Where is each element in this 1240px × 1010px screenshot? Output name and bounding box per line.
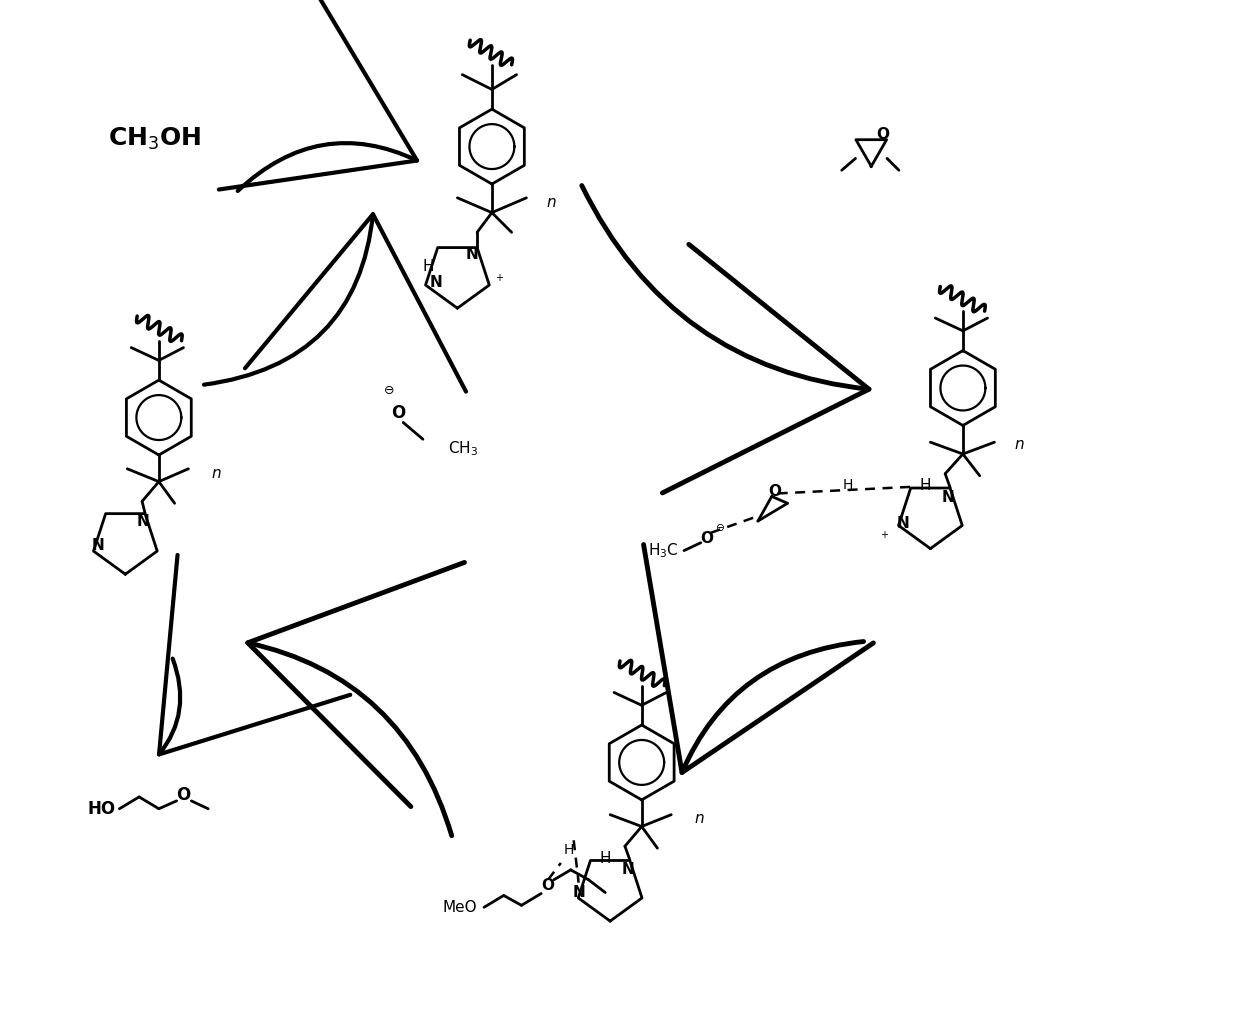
Text: N: N	[897, 515, 909, 530]
Text: H: H	[422, 260, 434, 275]
Text: CH$_3$: CH$_3$	[448, 439, 477, 459]
Text: HO: HO	[88, 800, 117, 818]
Text: N: N	[429, 275, 443, 290]
Text: O: O	[542, 878, 554, 893]
Text: N: N	[466, 247, 479, 263]
Text: $^{⊖}$: $^{⊖}$	[715, 523, 725, 538]
Text: $n$: $n$	[1014, 436, 1024, 451]
Text: O: O	[701, 531, 713, 546]
Text: H: H	[563, 843, 574, 857]
Text: $^+$: $^+$	[494, 273, 505, 287]
Text: N: N	[136, 513, 150, 528]
Text: H: H	[842, 478, 853, 492]
Text: $^+$: $^+$	[878, 530, 889, 543]
Text: $^{⊖}$: $^{⊖}$	[383, 386, 394, 404]
Text: N: N	[572, 885, 585, 900]
Text: H: H	[920, 478, 931, 493]
Text: N: N	[621, 863, 634, 878]
Text: O: O	[769, 484, 781, 499]
Text: N: N	[941, 490, 955, 505]
Text: $n$: $n$	[546, 195, 557, 210]
Text: O: O	[877, 127, 889, 142]
Text: $n$: $n$	[694, 811, 704, 826]
Text: $n$: $n$	[211, 467, 222, 481]
Text: N: N	[92, 538, 104, 553]
Text: CH$_3$OH: CH$_3$OH	[108, 125, 201, 152]
Text: H$_3$C: H$_3$C	[649, 541, 680, 560]
Text: H: H	[599, 850, 611, 866]
Text: MeO: MeO	[443, 900, 477, 915]
Text: O: O	[391, 404, 405, 421]
Text: O: O	[176, 786, 191, 804]
